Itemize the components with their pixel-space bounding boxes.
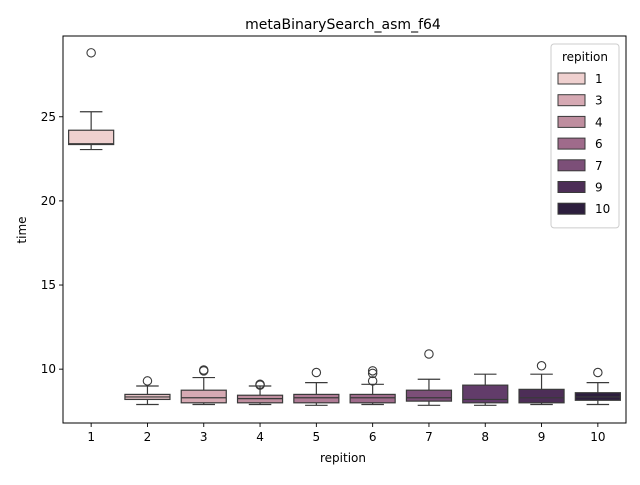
box-iqr xyxy=(405,389,453,402)
legend-entry-label: 9 xyxy=(595,181,603,195)
outlier-point xyxy=(367,368,378,379)
outlier-point xyxy=(424,349,434,359)
outlier-point xyxy=(311,367,322,378)
legend-swatch xyxy=(557,159,586,172)
legend-box xyxy=(550,43,620,229)
outlier-point xyxy=(593,367,603,378)
x-tick-label: 1 xyxy=(87,430,95,444)
x-axis-label: repition xyxy=(320,451,366,465)
x-tick-label: 8 xyxy=(481,430,489,444)
x-tick-label: 7 xyxy=(425,430,433,444)
outlier-point xyxy=(86,48,96,58)
plot-area: 10 15 20 25 1 2 3 4 5 6 7 8 9 10 xyxy=(41,35,627,444)
legend-swatch xyxy=(557,181,586,193)
y-tick-label: 10 xyxy=(41,362,56,376)
y-tick-label: 25 xyxy=(41,110,56,124)
y-tick-label: 15 xyxy=(41,278,56,292)
chart-title: metaBinarySearch_asm_f64 xyxy=(245,17,441,33)
x-tick-label: 3 xyxy=(200,430,208,444)
legend-swatch xyxy=(557,72,586,85)
outlier-point xyxy=(536,361,547,371)
legend-title: repition xyxy=(562,50,608,64)
legend-entry-label: 1 xyxy=(595,72,603,86)
x-tick-label: 9 xyxy=(538,430,546,444)
legend: repition 1 3 4 6 7 9 10 xyxy=(550,43,620,229)
legend-entry-label: 4 xyxy=(595,115,603,129)
x-tick-label: 2 xyxy=(144,430,152,444)
box-iqr xyxy=(68,129,115,146)
x-tick-label: 6 xyxy=(369,430,377,444)
box-iqr xyxy=(293,393,340,404)
box-iqr xyxy=(462,384,509,404)
legend-entry-label: 6 xyxy=(595,137,603,151)
box-iqr xyxy=(518,388,565,404)
axes-frame xyxy=(62,35,627,424)
x-tick-label: 4 xyxy=(256,430,264,444)
box-iqr xyxy=(349,393,396,404)
legend-swatch xyxy=(557,137,586,150)
legend-swatch xyxy=(557,94,586,107)
legend-entry-label: 7 xyxy=(595,159,603,173)
outlier-point xyxy=(367,366,378,376)
legend-entry-label: 3 xyxy=(595,94,603,108)
x-tick-label: 10 xyxy=(590,430,605,444)
y-axis-label: time xyxy=(15,216,29,243)
legend-swatch xyxy=(557,202,586,215)
y-tick-label: 20 xyxy=(41,194,56,208)
x-tick-label: 5 xyxy=(313,430,321,444)
outlier-point xyxy=(255,380,265,390)
outlier-point xyxy=(199,365,209,375)
legend-entry-label: 10 xyxy=(595,202,610,216)
outlier-point xyxy=(367,376,378,386)
legend-swatch xyxy=(557,115,586,128)
outlier-point xyxy=(142,376,153,386)
box-iqr xyxy=(180,389,227,404)
